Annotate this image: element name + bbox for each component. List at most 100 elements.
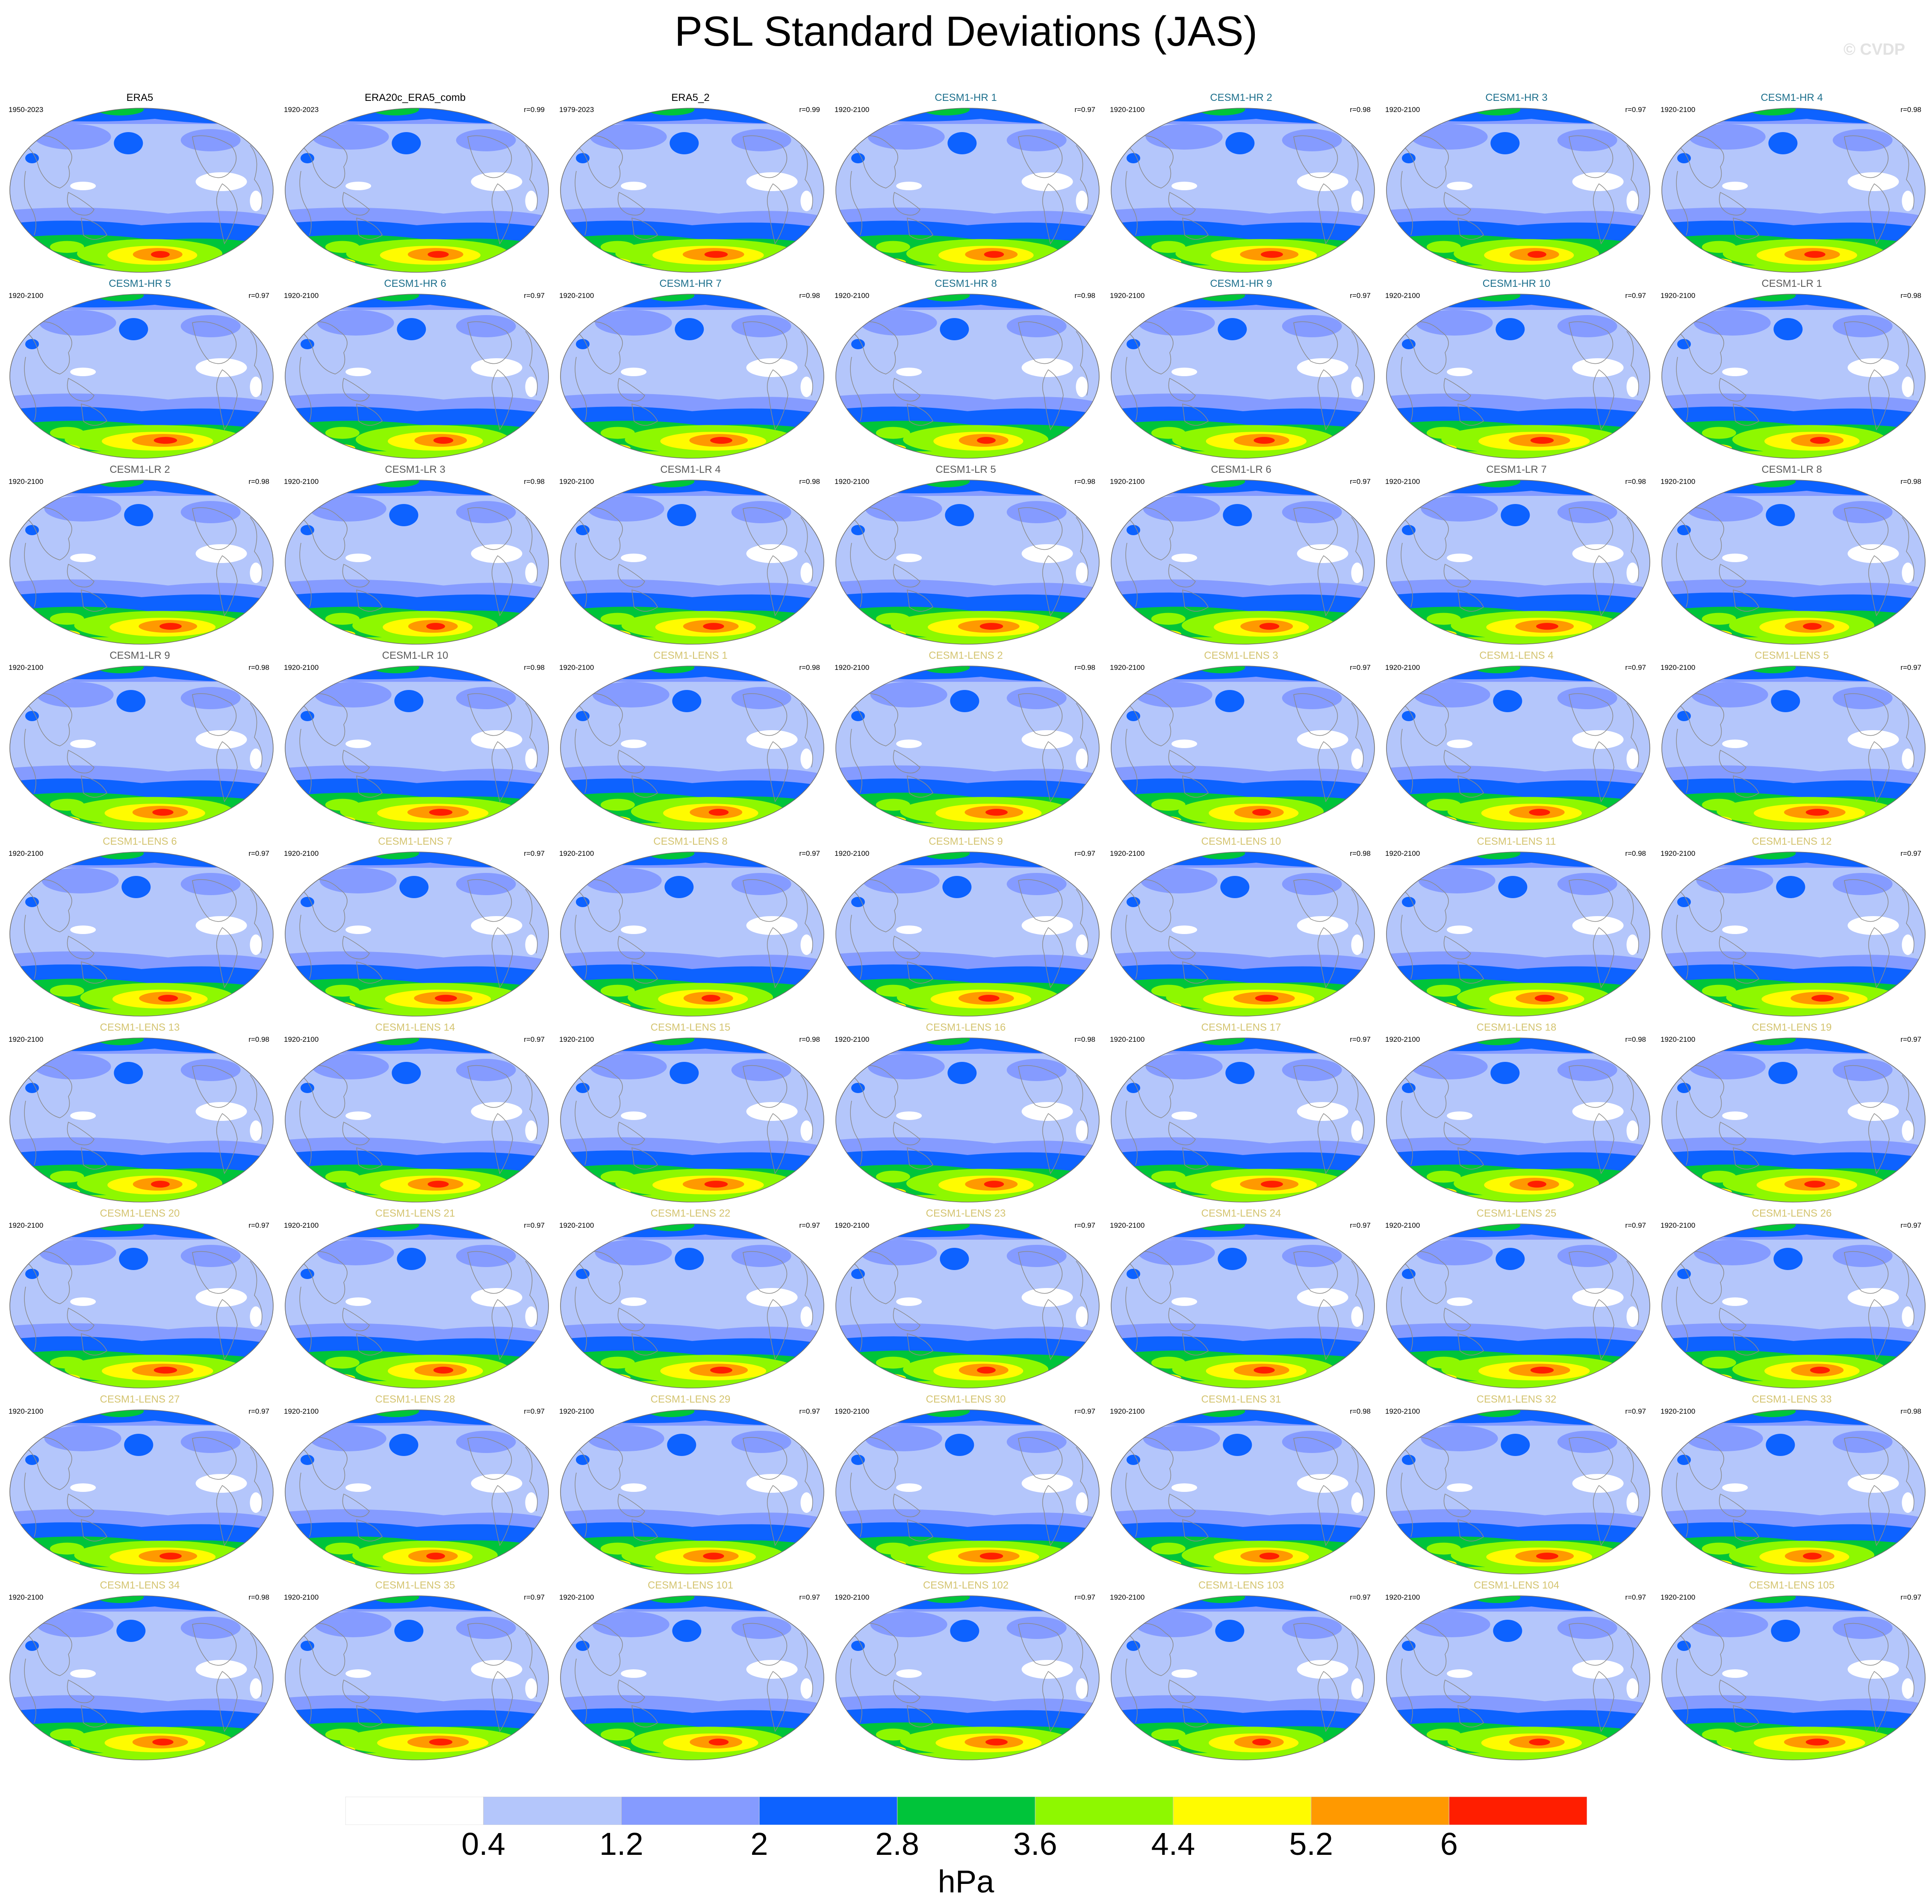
map-panel: CESM1-LENS 7 1920-2100 r=0.97: [280, 834, 550, 1017]
panel-correlation: r=0.97: [248, 1407, 269, 1415]
world-map: [835, 1037, 1100, 1203]
map-panel: CESM1-HR 5 1920-2100 r=0.97: [5, 277, 274, 459]
map-panel: CESM1-LENS 24 1920-2100 r=0.97: [1106, 1206, 1376, 1388]
panel-period: 1920-2100: [1110, 1407, 1145, 1415]
map-panel: CESM1-LENS 18 1920-2100 r=0.98: [1382, 1020, 1651, 1203]
panel-period: 1920-2100: [284, 1221, 319, 1229]
map-panel: CESM1-HR 3 1920-2100 r=0.97: [1382, 91, 1651, 273]
world-map: [1111, 1037, 1375, 1203]
world-map: [285, 480, 549, 645]
map-panel: CESM1-LENS 104 1920-2100 r=0.97: [1382, 1578, 1651, 1760]
world-map: [835, 852, 1100, 1017]
world-map: [835, 480, 1100, 645]
map-panel: CESM1-LENS 26 1920-2100 r=0.97: [1657, 1206, 1926, 1388]
panel-period: 1920-2100: [1385, 477, 1420, 486]
panel-title: CESM1-LENS 25: [1476, 1208, 1557, 1219]
panel-title: CESM1-LENS 8: [653, 836, 728, 847]
panel-title: CESM1-LR 6: [1211, 464, 1271, 475]
panel-period: 1920-2100: [835, 477, 870, 486]
panel-correlation: r=0.97: [248, 1221, 269, 1229]
world-map: [835, 1409, 1100, 1574]
panel-title: CESM1-LENS 31: [1201, 1394, 1281, 1405]
panel-period: 1920-2100: [559, 663, 594, 672]
map-panel: CESM1-LENS 3 1920-2100 r=0.97: [1106, 648, 1376, 831]
panel-correlation: r=0.97: [1350, 292, 1371, 300]
panel-correlation: r=0.97: [1074, 106, 1095, 114]
colorbar-tick-label: 6: [1440, 1826, 1458, 1862]
world-map: [560, 1037, 824, 1203]
world-map: [1386, 1595, 1650, 1760]
panel-title: CESM1-LENS 15: [650, 1022, 731, 1033]
world-map: [1111, 852, 1375, 1017]
world-map: [9, 852, 274, 1017]
world-map: [1661, 1037, 1926, 1203]
panel-title: CESM1-LENS 11: [1477, 836, 1556, 847]
panel-period: 1920-2100: [559, 1035, 594, 1043]
map-panel: ERA20c_ERA5_comb 1920-2023 r=0.99: [280, 91, 550, 273]
panel-correlation: r=0.97: [1625, 106, 1646, 114]
panel-correlation: r=0.97: [1350, 663, 1371, 672]
panel-correlation: r=0.98: [1074, 1035, 1095, 1043]
panel-period: 1920-2100: [284, 292, 319, 300]
panel-correlation: r=0.97: [1900, 1593, 1921, 1601]
panel-period: 1920-2100: [1661, 1407, 1696, 1415]
panel-period: 1920-2100: [1661, 849, 1696, 858]
panel-correlation: r=0.97: [524, 292, 545, 300]
panel-correlation: r=0.98: [799, 1035, 820, 1043]
panel-correlation: r=0.98: [248, 663, 269, 672]
map-panel: CESM1-HR 8 1920-2100 r=0.98: [831, 277, 1100, 459]
panel-title: CESM1-LENS 26: [1752, 1208, 1832, 1219]
panel-period: 1920-2100: [1661, 1593, 1696, 1601]
panel-period: 1920-2023: [284, 106, 319, 114]
panel-title: CESM1-LENS 18: [1476, 1022, 1557, 1033]
world-map: [1661, 852, 1926, 1017]
world-map: [9, 666, 274, 831]
map-panel: CESM1-HR 7 1920-2100 r=0.98: [556, 277, 825, 459]
panel-correlation: r=0.98: [1074, 663, 1095, 672]
panel-title: CESM1-LENS 101: [647, 1580, 734, 1591]
panel-title: CESM1-LENS 30: [926, 1394, 1006, 1405]
world-map: [560, 108, 824, 273]
world-map: [1661, 1223, 1926, 1388]
world-map: [1661, 480, 1926, 645]
map-panel: CESM1-LENS 28 1920-2100 r=0.97: [280, 1392, 550, 1574]
panel-correlation: r=0.98: [1625, 477, 1646, 486]
panel-correlation: r=0.98: [799, 292, 820, 300]
panel-correlation: r=0.97: [1900, 1035, 1921, 1043]
panel-period: 1920-2100: [284, 663, 319, 672]
panel-correlation: r=0.98: [1350, 106, 1371, 114]
world-map: [835, 108, 1100, 273]
world-map: [1111, 294, 1375, 459]
panel-correlation: r=0.97: [524, 1593, 545, 1601]
world-map: [560, 666, 824, 831]
panel-title: CESM1-LENS 1: [653, 650, 728, 661]
panel-title: CESM1-LENS 2: [929, 650, 1003, 661]
map-panel: CESM1-LR 4 1920-2100 r=0.98: [556, 463, 825, 645]
panel-title: CESM1-LENS 17: [1201, 1022, 1281, 1033]
map-panel: CESM1-LENS 16 1920-2100 r=0.98: [831, 1020, 1100, 1203]
panel-title: ERA20c_ERA5_comb: [364, 92, 466, 103]
panel-title: CESM1-HR 7: [659, 278, 722, 289]
world-map: [560, 1223, 824, 1388]
world-map: [285, 294, 549, 459]
panel-period: 1920-2100: [1661, 1035, 1696, 1043]
world-map: [1111, 108, 1375, 273]
map-panel: CESM1-LENS 10 1920-2100 r=0.98: [1106, 834, 1376, 1017]
panel-period: 1920-2100: [1385, 1221, 1420, 1229]
panel-title: CESM1-LENS 16: [926, 1022, 1006, 1033]
panel-period: 1920-2100: [1661, 106, 1696, 114]
colorbar: [345, 1797, 1587, 1825]
map-panel: CESM1-LENS 8 1920-2100 r=0.97: [556, 834, 825, 1017]
panel-correlation: r=0.97: [524, 849, 545, 858]
panel-title: CESM1-LR 3: [385, 464, 445, 475]
world-map: [1661, 294, 1926, 459]
panel-title: CESM1-LR 10: [382, 650, 448, 661]
panel-period: 1920-2100: [9, 663, 44, 672]
panel-period: 1920-2100: [284, 849, 319, 858]
colorbar-swatch: [345, 1797, 484, 1825]
panel-correlation: r=0.97: [1625, 1593, 1646, 1601]
panel-correlation: r=0.97: [1625, 1221, 1646, 1229]
map-panel: CESM1-LR 2 1920-2100 r=0.98: [5, 463, 274, 645]
colorbar-units-label: hPa: [938, 1864, 994, 1899]
map-panel: CESM1-LR 8 1920-2100 r=0.98: [1657, 463, 1926, 645]
